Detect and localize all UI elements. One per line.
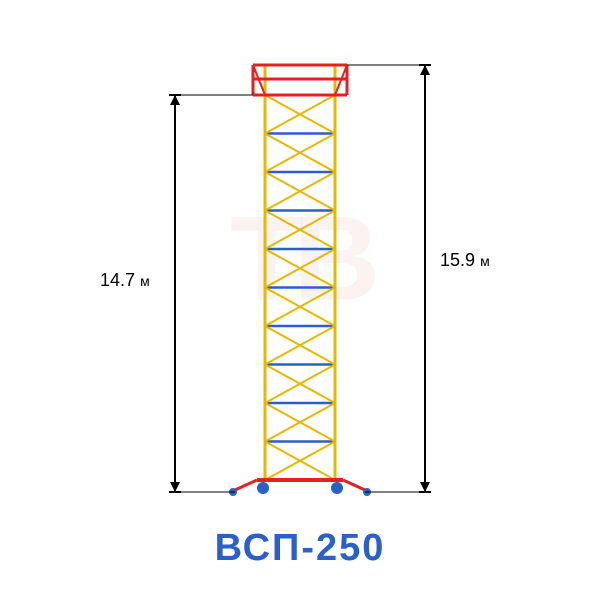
- left-dimension-unit: м: [140, 273, 150, 289]
- left-dimension: 14.7 м: [100, 270, 150, 291]
- right-dimension-unit: м: [480, 253, 490, 269]
- product-name-text: ВСП-250: [215, 527, 386, 569]
- diagram-svg: [0, 0, 600, 600]
- right-dimension: 15.9 м: [440, 250, 490, 271]
- left-dimension-value: 14.7: [100, 270, 135, 290]
- diagram-stage: 14.7 м 15.9 м ВСП-250: [0, 0, 600, 600]
- right-dimension-value: 15.9: [440, 250, 475, 270]
- product-name-label: ВСП-250: [0, 527, 600, 570]
